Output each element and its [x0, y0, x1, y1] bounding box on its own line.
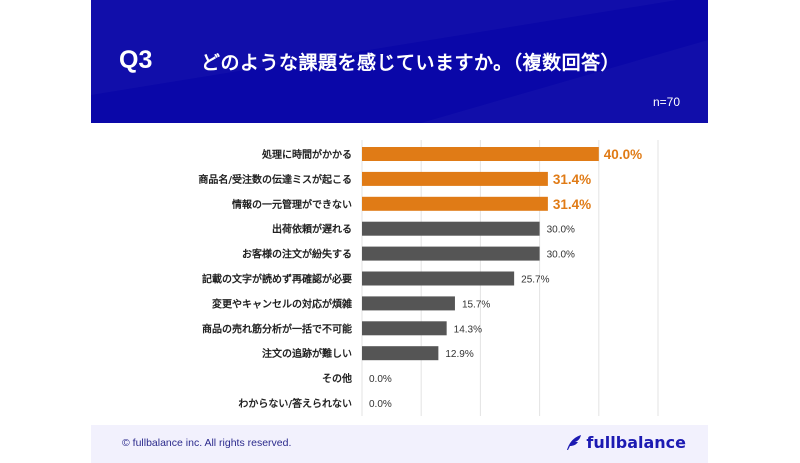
- value-label: 30.0%: [547, 225, 575, 236]
- value-labels: 40.0% 31.4% 31.4% 30.0% 30.0% 25.7% 15.7% 14.3%…: [369, 147, 642, 410]
- logo-text: fullbalance: [586, 433, 686, 452]
- category-label: お客様の注文が紛失する: [242, 248, 352, 261]
- brand-logo: fullbalance: [566, 433, 686, 452]
- bar: [362, 346, 439, 361]
- header-banner: Q3 どのような課題を感じていますか。（複数回答） n=70: [91, 0, 708, 123]
- category-labels: 処理に時間がかかる商品名/受注数の伝達ミスが起こる情報の一元管理ができない出荷依…: [198, 148, 352, 410]
- value-label: 31.4%: [553, 172, 591, 187]
- category-label: 情報の一元管理ができない: [232, 198, 352, 211]
- copyright-text: © fullbalance inc. All rights reserved.: [122, 437, 292, 449]
- value-label: 40.0%: [604, 147, 642, 162]
- category-label: 商品名/受注数の伝達ミスが起こる: [198, 173, 352, 186]
- value-label: 31.4%: [553, 197, 591, 212]
- bar: [362, 296, 455, 311]
- category-label: 処理に時間がかかる: [261, 148, 352, 161]
- feather-icon: [567, 435, 582, 450]
- value-label: 0.0%: [369, 374, 392, 385]
- category-label: 出荷依頼が遅れる: [272, 223, 352, 236]
- question-title: どのような課題を感じていますか。（複数回答）: [201, 52, 621, 74]
- value-label: 25.7%: [521, 275, 549, 286]
- footer: © fullbalance inc. All rights reserved. …: [91, 425, 708, 463]
- value-label: 0.0%: [369, 399, 392, 410]
- category-label: 変更やキャンセルの対応が煩雑: [212, 297, 352, 310]
- bar: [362, 321, 447, 336]
- category-label: 商品の売れ筋分析が一括で不可能: [202, 322, 352, 335]
- bars: [362, 147, 599, 361]
- bar: [362, 221, 540, 236]
- category-label: 注文の追跡が難しい: [262, 347, 352, 360]
- question-number: Q3: [119, 46, 153, 74]
- category-label: その他: [322, 372, 352, 385]
- category-label: 記載の文字が読めず再確認が必要: [202, 273, 352, 286]
- bar: [362, 196, 548, 211]
- category-label: わからない/答えられない: [238, 397, 352, 410]
- sample-size: n=70: [652, 95, 680, 109]
- bar: [362, 271, 515, 286]
- value-label: 15.7%: [462, 299, 490, 310]
- value-label: 12.9%: [445, 349, 473, 360]
- value-label: 30.0%: [547, 250, 575, 261]
- bar: [362, 171, 548, 186]
- bar: [362, 147, 599, 161]
- bar: [362, 246, 540, 261]
- value-label: 14.3%: [454, 324, 482, 335]
